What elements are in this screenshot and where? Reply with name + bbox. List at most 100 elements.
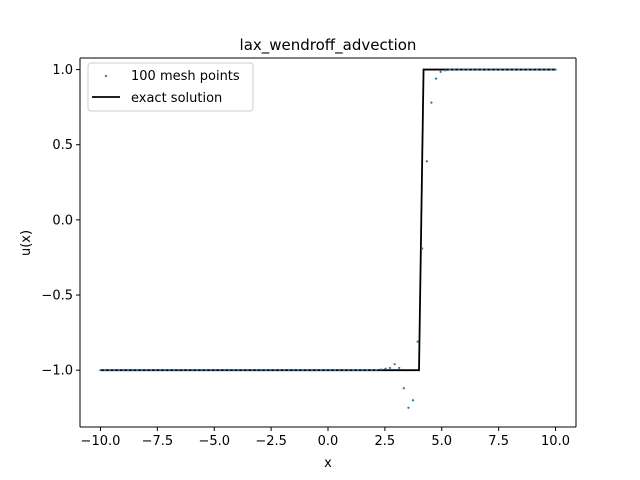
mesh-point — [255, 369, 258, 372]
x-tick-label: −2.5 — [255, 434, 287, 449]
mesh-point — [402, 387, 405, 390]
mesh-point — [407, 406, 410, 409]
mesh-point — [430, 101, 433, 104]
mesh-point — [453, 68, 456, 71]
mesh-point — [342, 369, 346, 372]
legend-scatter-marker — [104, 74, 108, 78]
mesh-point — [274, 369, 277, 372]
chart-title: lax_wendroff_advection — [240, 36, 417, 55]
legend-label-exact-solution: exact solution — [131, 91, 222, 106]
mesh-point — [499, 68, 502, 71]
y-tick-label: 0.0 — [52, 213, 73, 228]
mesh-point — [508, 68, 511, 71]
mesh-point — [209, 369, 212, 372]
mesh-point — [205, 369, 208, 372]
mesh-point — [503, 68, 507, 71]
mesh-point — [320, 369, 323, 372]
mesh-point — [117, 369, 120, 372]
mesh-point — [347, 369, 350, 372]
mesh-point — [416, 340, 419, 343]
mesh-point — [315, 369, 318, 372]
mesh-point — [536, 68, 539, 71]
mesh-point — [122, 369, 125, 372]
x-axis-label: x — [324, 456, 332, 471]
mesh-point — [476, 68, 479, 71]
mesh-point — [140, 369, 143, 372]
mesh-point — [444, 69, 447, 72]
mesh-point — [260, 369, 263, 372]
mesh-point — [384, 367, 387, 370]
mesh-point — [365, 369, 369, 372]
mesh-point — [237, 369, 240, 372]
mesh-point — [425, 160, 428, 163]
mesh-point — [462, 68, 465, 71]
y-tick-label: 0.5 — [52, 138, 73, 153]
mesh-point — [471, 68, 474, 71]
mesh-point — [149, 369, 153, 372]
mesh-point — [283, 369, 286, 372]
mesh-point — [393, 363, 396, 366]
mesh-point — [540, 68, 543, 71]
mesh-point — [301, 369, 304, 372]
mesh-point — [246, 369, 249, 372]
mesh-point — [421, 247, 424, 250]
mesh-point — [232, 369, 235, 372]
mesh-point — [200, 369, 203, 372]
x-tick-label: 2.5 — [375, 434, 396, 449]
mesh-point — [485, 68, 488, 71]
mesh-point — [218, 369, 222, 372]
mesh-point — [269, 369, 272, 372]
exact-solution-line — [100, 68, 556, 372]
mesh-point — [103, 369, 107, 372]
x-tick-label: −10.0 — [81, 434, 121, 449]
mesh-point — [310, 369, 314, 372]
legend-box — [87, 62, 254, 112]
mesh-point — [411, 399, 415, 402]
mesh-point — [480, 68, 484, 71]
mesh-point — [177, 369, 180, 372]
mesh-point — [113, 369, 116, 372]
y-axis-ticks: −1.0 −0.5 0.0 0.5 1.0 — [41, 63, 80, 379]
mesh-point — [186, 369, 189, 372]
mesh-point — [306, 369, 309, 372]
mesh-point — [370, 369, 373, 372]
mesh-point — [549, 68, 553, 71]
y-axis-label: u(x) — [19, 230, 34, 256]
mesh-point — [136, 369, 139, 372]
mesh-point — [278, 369, 281, 372]
mesh-point — [494, 68, 497, 71]
mesh-point — [241, 369, 245, 372]
mesh-point — [292, 369, 295, 372]
mesh-point — [457, 68, 461, 71]
x-tick-label: 0.0 — [318, 434, 339, 449]
mesh-point — [329, 369, 332, 372]
mesh-point — [513, 68, 516, 71]
mesh-point — [361, 369, 364, 372]
mesh-point — [356, 369, 359, 372]
mesh-point — [522, 68, 525, 71]
mesh-point — [379, 368, 382, 371]
x-tick-label: 10.0 — [541, 434, 570, 449]
legend-label-mesh-points: 100 mesh points — [131, 69, 240, 84]
mesh-point — [545, 68, 548, 71]
mesh-point — [99, 369, 102, 372]
mesh-point — [159, 369, 162, 372]
mesh-point — [490, 68, 493, 71]
mesh-point — [333, 369, 336, 372]
mesh-point — [126, 369, 130, 372]
mesh-point — [388, 366, 392, 370]
mesh-point — [531, 68, 534, 71]
mesh-point — [338, 369, 341, 372]
mesh-point — [172, 369, 176, 372]
mesh-point — [195, 369, 199, 372]
mesh-point — [439, 70, 442, 73]
mesh-point — [191, 369, 194, 372]
mesh-point — [182, 369, 185, 372]
mesh-point — [131, 369, 134, 372]
mesh-point — [228, 369, 231, 372]
mesh-point — [554, 68, 557, 71]
mesh-point — [214, 369, 217, 372]
mesh-point — [352, 369, 355, 372]
mesh-point — [297, 369, 300, 372]
mesh-point — [163, 369, 166, 372]
